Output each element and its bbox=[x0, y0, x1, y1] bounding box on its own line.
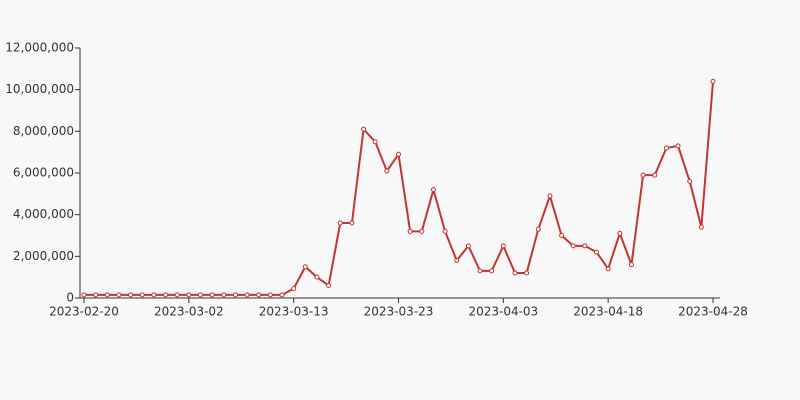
point bbox=[617, 230, 623, 236]
point bbox=[396, 151, 401, 157]
point bbox=[128, 292, 134, 298]
point bbox=[279, 292, 285, 298]
point bbox=[710, 78, 716, 84]
point bbox=[559, 233, 565, 238]
point bbox=[384, 168, 390, 174]
point bbox=[302, 264, 308, 270]
x-tick-label: 2023-03-02 bbox=[154, 305, 224, 319]
point bbox=[582, 243, 588, 249]
x-tick-label: 2023-04-18 bbox=[573, 305, 643, 319]
point bbox=[291, 286, 297, 292]
point bbox=[104, 292, 110, 298]
x-tick-label: 2023-03-13 bbox=[259, 305, 329, 319]
x-tick-label: 2023-04-03 bbox=[468, 305, 538, 319]
y-tick-label: 8,000,000 bbox=[13, 124, 74, 138]
point bbox=[698, 224, 704, 230]
point bbox=[116, 292, 122, 298]
point bbox=[337, 220, 343, 226]
point bbox=[267, 292, 273, 298]
point bbox=[640, 172, 646, 178]
point bbox=[547, 193, 553, 199]
point bbox=[174, 292, 180, 298]
point bbox=[500, 243, 506, 249]
point bbox=[163, 292, 169, 298]
point bbox=[605, 266, 611, 272]
x-tick-label: 2023-02-20 bbox=[49, 305, 119, 319]
point bbox=[663, 145, 669, 151]
point bbox=[477, 268, 483, 274]
y-tick-label: 0 bbox=[66, 291, 74, 305]
point bbox=[81, 292, 87, 298]
point bbox=[489, 268, 495, 274]
point bbox=[244, 292, 250, 298]
point bbox=[139, 292, 145, 298]
point bbox=[232, 292, 238, 298]
y-tick-label: 6,000,000 bbox=[13, 166, 74, 180]
point bbox=[465, 243, 471, 249]
point bbox=[535, 226, 541, 232]
point bbox=[454, 258, 460, 263]
point bbox=[361, 126, 367, 132]
line bbox=[84, 81, 714, 296]
point bbox=[628, 262, 634, 268]
x-tick-label: 2023-04-28 bbox=[678, 305, 748, 319]
point bbox=[652, 172, 658, 178]
y-tick-label: 4,000,000 bbox=[13, 207, 74, 221]
point bbox=[687, 178, 693, 184]
point bbox=[326, 283, 332, 288]
point bbox=[512, 270, 518, 276]
point bbox=[675, 143, 681, 149]
point bbox=[570, 243, 576, 249]
point bbox=[197, 292, 203, 298]
y-tick-label: 12,000,000 bbox=[5, 41, 74, 55]
point bbox=[209, 292, 215, 298]
point bbox=[524, 270, 530, 276]
y-tick-label: 10,000,000 bbox=[5, 82, 74, 96]
point bbox=[186, 292, 192, 298]
point bbox=[151, 292, 157, 298]
y-tick-label: 2,000,000 bbox=[13, 249, 74, 263]
point bbox=[314, 274, 320, 280]
point bbox=[442, 228, 448, 234]
point bbox=[221, 292, 227, 298]
point bbox=[419, 228, 425, 234]
x-tick-label: 2023-03-23 bbox=[364, 305, 434, 319]
point bbox=[93, 292, 99, 298]
point bbox=[594, 249, 600, 255]
point bbox=[256, 292, 262, 298]
point bbox=[407, 228, 413, 234]
point bbox=[430, 187, 436, 193]
point bbox=[372, 139, 378, 145]
point bbox=[349, 220, 355, 226]
